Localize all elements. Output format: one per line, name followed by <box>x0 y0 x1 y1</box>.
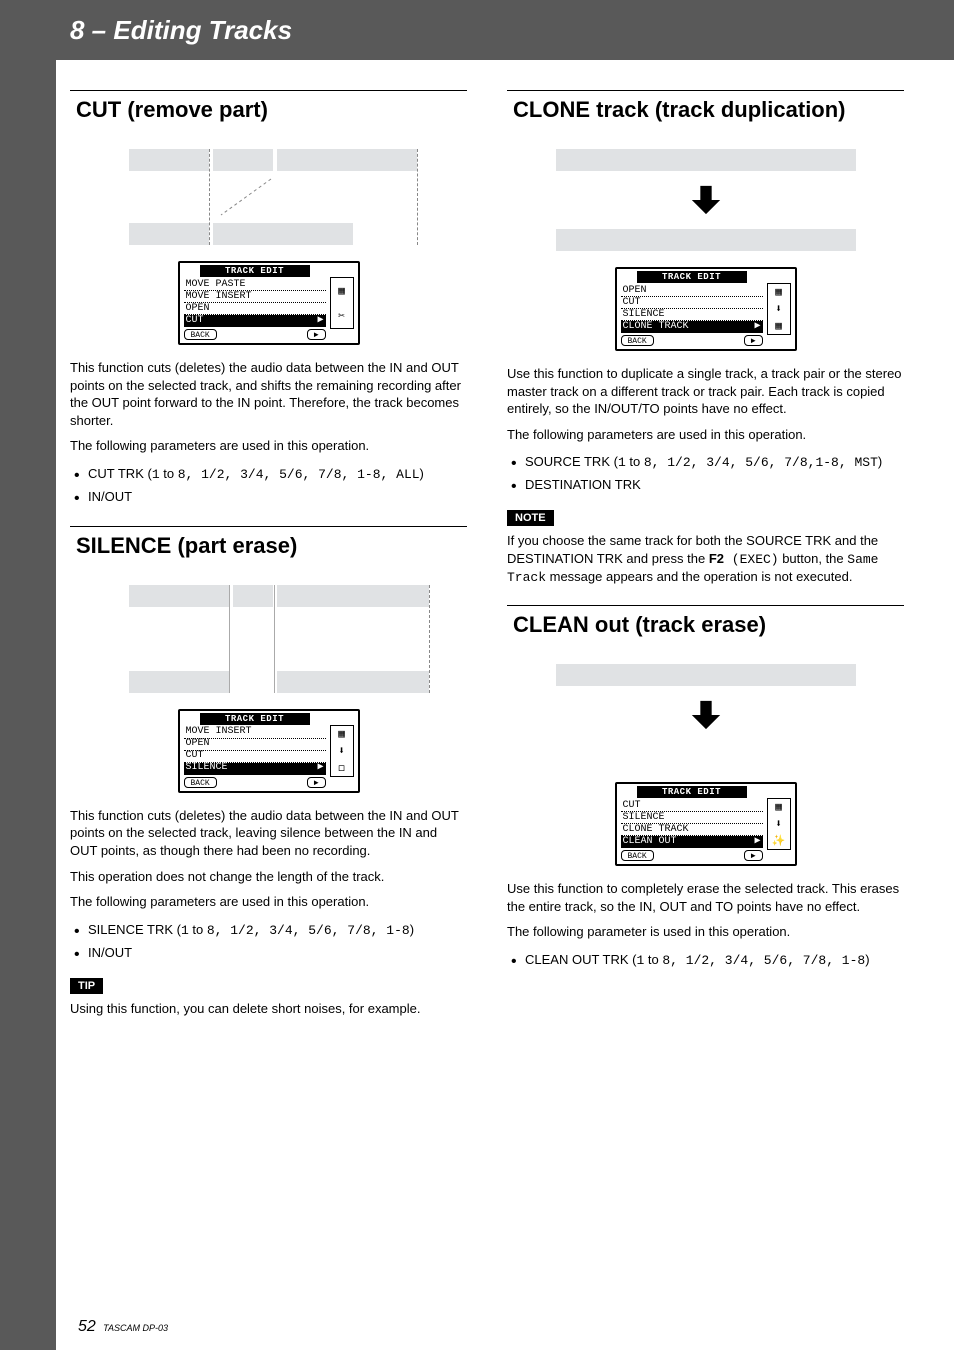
clean-lcd: TRACK EDIT CUT SILENCE CLONE TRACK CLEAN… <box>615 782 797 866</box>
lcd-title: TRACK EDIT <box>200 713 310 725</box>
cut-params: CUT TRK (1 to 8, 1/2, 3/4, 5/6, 7/8, 1-8… <box>70 463 467 508</box>
silence-lcd: TRACK EDIT MOVE INSERT OPEN CUT SILENCE▶… <box>178 709 360 793</box>
lcd-play: ► <box>744 850 763 861</box>
lcd-title: TRACK EDIT <box>200 265 310 277</box>
lcd-title: TRACK EDIT <box>637 786 747 798</box>
clone-lcd: TRACK EDIT OPEN CUT SILENCE CLONE TRACK▶… <box>615 267 797 351</box>
lcd-right-icons: ▦ ⬇ ▦ <box>767 283 791 335</box>
lcd-line: OPEN <box>184 303 326 315</box>
clean-title: CLEAN out (track erase) <box>507 605 904 656</box>
param-item: CUT TRK (1 to 8, 1/2, 3/4, 5/6, 7/8, 1-8… <box>74 463 467 486</box>
lcd-line: SILENCE <box>621 309 763 321</box>
clean-params-intro: The following parameter is used in this … <box>507 923 904 941</box>
lcd-line-selected: CUT▶ <box>184 315 326 327</box>
clean-desc: Use this function to completely erase th… <box>507 880 904 915</box>
lcd-right-icons: ▦ ✂ <box>330 277 354 329</box>
param-item: IN/OUT <box>74 486 467 508</box>
lcd-title: TRACK EDIT <box>637 271 747 283</box>
lcd-line-selected: SILENCE▶ <box>184 763 326 775</box>
left-column: CUT (remove part) TRACK EDIT <box>70 90 467 1025</box>
lcd-back: BACK <box>184 777 217 788</box>
left-sidebar <box>0 0 56 1350</box>
lcd-back: BACK <box>184 329 217 340</box>
lcd-right-icons: ▦ ⬇ ✨ <box>767 798 791 850</box>
tip-text: Using this function, you can delete shor… <box>70 1000 467 1018</box>
lcd-right-icons: ▦ ⬇ ◻ <box>330 725 354 777</box>
lcd-line: CLONE TRACK <box>621 824 763 836</box>
tip-badge: TIP <box>70 978 103 994</box>
cut-lcd: TRACK EDIT MOVE PASTE MOVE INSERT OPEN C… <box>178 261 360 345</box>
lcd-line: OPEN <box>184 739 326 751</box>
note-badge: NOTE <box>507 510 554 526</box>
lcd-line: CUT <box>621 800 763 812</box>
silence-diagram <box>109 585 429 693</box>
chapter-title: 8 – Editing Tracks <box>70 15 292 46</box>
note-text: If you choose the same track for both th… <box>507 532 904 587</box>
param-item: DESTINATION TRK <box>511 474 904 496</box>
lcd-back: BACK <box>621 335 654 346</box>
cut-title: CUT (remove part) <box>70 90 467 141</box>
param-item: SOURCE TRK (1 to 8, 1/2, 3/4, 5/6, 7/8,1… <box>511 451 904 474</box>
page-footer: 52 TASCAM DP-03 <box>78 1318 168 1336</box>
silence-params-intro: The following parameters are used in thi… <box>70 893 467 911</box>
right-column: CLONE track (track duplication) TRACK ED… <box>507 90 904 1025</box>
silence-params: SILENCE TRK (1 to 8, 1/2, 3/4, 5/6, 7/8,… <box>70 919 467 964</box>
arrow-down-icon <box>546 698 866 732</box>
cut-diagram <box>109 149 429 245</box>
lcd-play: ► <box>307 777 326 788</box>
lcd-line: MOVE INSERT <box>184 727 326 739</box>
page-number: 52 <box>78 1318 96 1335</box>
lcd-line: CUT <box>184 751 326 763</box>
lcd-line: SILENCE <box>621 812 763 824</box>
silence-desc2: This operation does not change the lengt… <box>70 868 467 886</box>
clean-params: CLEAN OUT TRK (1 to 8, 1/2, 3/4, 5/6, 7/… <box>507 949 904 972</box>
clone-params-intro: The following parameters are used in thi… <box>507 426 904 444</box>
lcd-back: BACK <box>621 850 654 861</box>
lcd-line-selected: CLEAN OUT▶ <box>621 836 763 848</box>
lcd-line: CUT <box>621 297 763 309</box>
lcd-play: ► <box>744 335 763 346</box>
clone-diagram <box>546 149 866 251</box>
clone-params: SOURCE TRK (1 to 8, 1/2, 3/4, 5/6, 7/8,1… <box>507 451 904 496</box>
lcd-line: MOVE PASTE <box>184 279 326 291</box>
param-item: CLEAN OUT TRK (1 to 8, 1/2, 3/4, 5/6, 7/… <box>511 949 904 972</box>
product-name: TASCAM DP-03 <box>103 1323 168 1333</box>
lcd-play: ► <box>307 329 326 340</box>
param-item: IN/OUT <box>74 942 467 964</box>
silence-title: SILENCE (part erase) <box>70 526 467 577</box>
clone-desc: Use this function to duplicate a single … <box>507 365 904 418</box>
cut-params-intro: The following parameters are used in thi… <box>70 437 467 455</box>
arrow-down-icon <box>546 183 866 217</box>
clone-title: CLONE track (track duplication) <box>507 90 904 141</box>
lcd-line-selected: CLONE TRACK▶ <box>621 321 763 333</box>
clean-diagram <box>546 664 866 766</box>
lcd-line: MOVE INSERT <box>184 291 326 303</box>
chapter-header: 8 – Editing Tracks <box>0 0 954 60</box>
lcd-line: OPEN <box>621 285 763 297</box>
silence-desc: This function cuts (deletes) the audio d… <box>70 807 467 860</box>
cut-desc: This function cuts (deletes) the audio d… <box>70 359 467 429</box>
param-item: SILENCE TRK (1 to 8, 1/2, 3/4, 5/6, 7/8,… <box>74 919 467 942</box>
